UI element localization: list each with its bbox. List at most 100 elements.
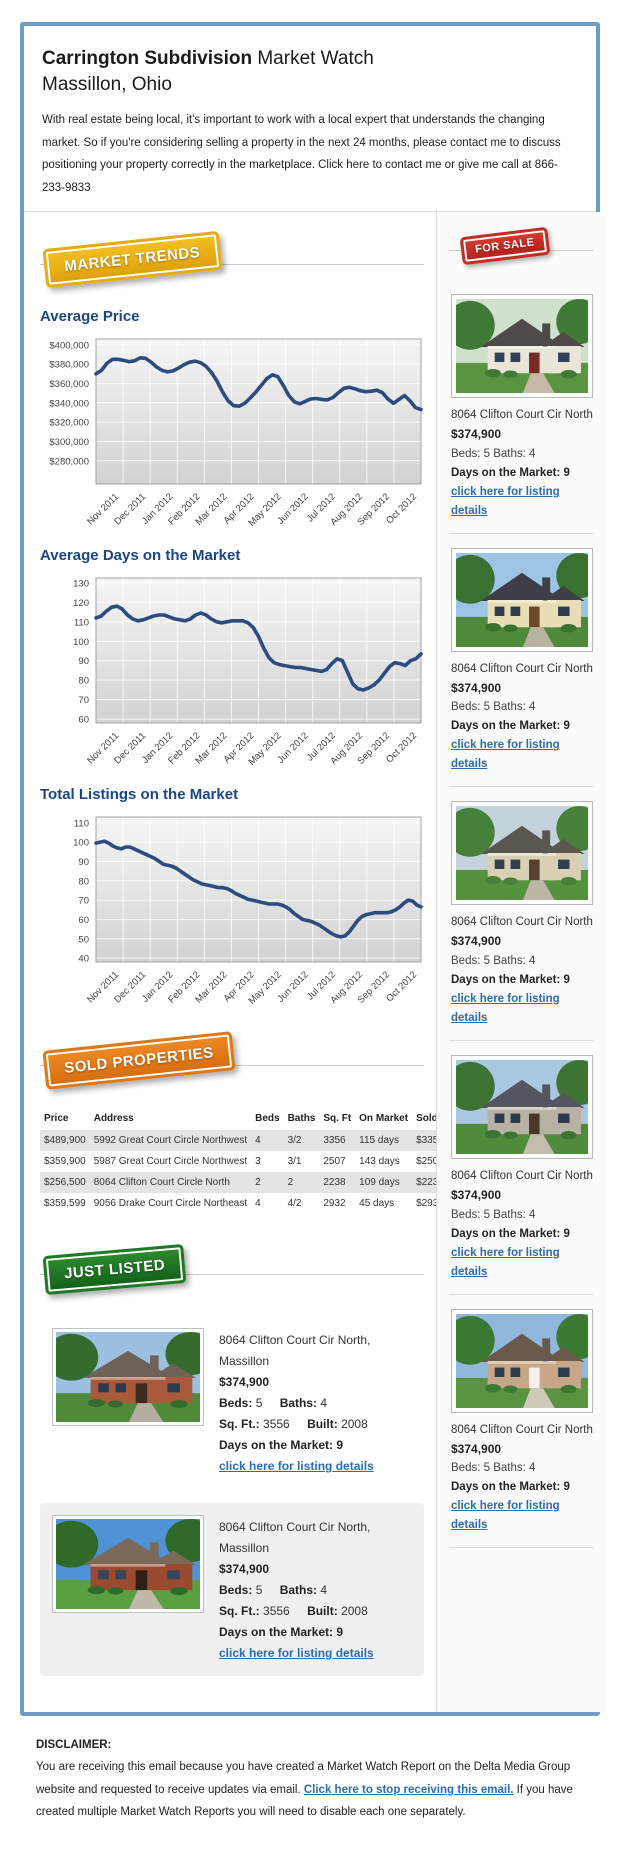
table-cell: 9056 Drake Court Circle Northeast <box>93 1197 248 1209</box>
listing-photo[interactable] <box>451 1054 593 1159</box>
table-cell: 3/2 <box>287 1134 302 1146</box>
listing-photo[interactable] <box>451 1308 593 1413</box>
chart-title-average-days: Average Days on the Market <box>40 546 241 564</box>
sold-table-body: $489,900 5992 Great Court Circle Northwes… <box>40 1129 469 1214</box>
listing-details: 8064 Clifton Court Cir North $374,900 Be… <box>449 1421 593 1536</box>
listing-details-link[interactable]: click here for listing details <box>451 992 560 1024</box>
house-photo-illustration <box>56 1332 200 1422</box>
beds-label: Beds: <box>219 1395 253 1410</box>
chart-title-average-price: Average Price <box>40 307 140 325</box>
listing-details: 8064 Clifton Court Cir North $374,900 Be… <box>449 406 593 521</box>
table-cell: 2507 <box>323 1155 346 1167</box>
beds-value: 5 <box>255 1395 263 1410</box>
baths-value: 4 <box>320 1395 328 1410</box>
table-cell: 109 days <box>359 1176 400 1188</box>
title-suffix: Market Watch <box>252 48 374 69</box>
house-photo-illustration <box>56 1519 200 1609</box>
y-tick-label: $300,000 <box>49 437 89 448</box>
disclaimer-label: DISCLAIMER: <box>36 1738 112 1751</box>
listing-details-link[interactable]: click here for listing details <box>219 1645 374 1660</box>
house-photo-illustration <box>456 806 588 900</box>
table-cell: $256,500 <box>44 1176 86 1188</box>
y-tick-label: 90 <box>78 857 89 868</box>
house-photo-illustration <box>456 1314 588 1408</box>
listing-details-link[interactable]: click here for listing details <box>219 1458 374 1473</box>
listing-address: 8064 Clifton Court Cir North, Massillon <box>219 1332 371 1368</box>
chart-title-total-listings: Total Listings on the Market <box>40 785 239 803</box>
y-tick-label: 110 <box>74 617 89 628</box>
days-on-market: Days on the Market: 9 <box>451 466 570 479</box>
table-cell: 45 days <box>359 1197 395 1209</box>
listing-details-link[interactable]: click here for listing details <box>451 485 560 517</box>
y-tick-label: 50 <box>78 934 89 945</box>
intro-paragraph: With real estate being local, it's impor… <box>42 114 561 194</box>
house-photo-illustration <box>456 1060 588 1154</box>
built-label: Built: <box>307 1603 338 1618</box>
table-cell: $359,900 <box>44 1155 86 1167</box>
listing-details: 8064 Clifton Court Cir North, Massillon … <box>219 1515 412 1664</box>
built-value: 2008 <box>341 1416 368 1431</box>
table-cell: 3356 <box>323 1134 346 1146</box>
y-tick-label: 130 <box>73 578 89 589</box>
listing-photo[interactable] <box>52 1327 204 1426</box>
city-state: Massillon, Ohio <box>42 73 172 95</box>
just-listed-badge-row: JUST LISTED <box>40 1243 424 1302</box>
listing-photo[interactable] <box>52 1514 204 1613</box>
for-sale-listing: 8064 Clifton Court Cir North $374,900 Be… <box>449 280 593 534</box>
chart-line <box>94 604 423 692</box>
sqft-label: Sq. Ft.: <box>219 1416 260 1431</box>
listing-price: $374,900 <box>451 1441 502 1456</box>
baths-label: Baths: <box>279 1395 318 1410</box>
sqft-label: Sq. Ft.: <box>219 1603 260 1618</box>
table-row: $359,599 9056 Drake Court Circle Northeas… <box>40 1193 469 1214</box>
listing-specs: Beds: 5 Baths: 4 Sq. Ft.: 3556 Built: 20… <box>219 1393 412 1435</box>
table-cell: $359,599 <box>44 1197 86 1209</box>
built-value: 2008 <box>341 1603 368 1618</box>
table-cell: 5987 Great Court Circle Northwest <box>93 1155 248 1167</box>
listing-details: 8064 Clifton Court Cir North $374,900 Be… <box>449 913 593 1028</box>
listing-details: 8064 Clifton Court Cir North, Massillon … <box>219 1328 412 1477</box>
table-header-row: Price Address Beds Baths Sq. Ft On Market Sold… <box>40 1107 469 1130</box>
y-tick-label: $400,000 <box>49 340 89 351</box>
table-header-cell: Price <box>44 1112 69 1124</box>
sqft-value: 3556 <box>263 1603 290 1618</box>
beds-label: Beds: <box>219 1582 253 1597</box>
listing-photo[interactable] <box>451 801 593 906</box>
listing-details-link[interactable]: click here for listing details <box>451 1500 560 1532</box>
listing-photo[interactable] <box>451 293 593 398</box>
listing-address: 8064 Clifton Court Cir North <box>451 916 593 929</box>
table-cell: 4/2 <box>287 1197 302 1209</box>
for-sale-badge-row: FOR SALE <box>449 226 593 270</box>
plot-border <box>95 338 422 485</box>
listing-details-link[interactable]: click here for listing details <box>451 1246 560 1278</box>
days-on-market: Days on the Market: 9 <box>451 1227 570 1240</box>
listing-address: 8064 Clifton Court Cir North <box>451 662 593 675</box>
sidebar: FOR SALE 8064 Clifton Court Cir North $3… <box>436 211 605 1712</box>
just-listed-card: 8064 Clifton Court Cir North, Massillon … <box>40 1316 424 1489</box>
y-tick-label: 90 <box>78 656 89 667</box>
divider <box>40 263 424 265</box>
beds-value: 5 <box>255 1582 263 1597</box>
house-photo-illustration <box>456 553 588 647</box>
table-cell: 5992 Great Court Circle Northwest <box>93 1134 248 1146</box>
y-tick-label: $280,000 <box>49 456 89 467</box>
for-sale-badge: FOR SALE <box>459 226 551 266</box>
listing-address: 8064 Clifton Court Cir North <box>451 408 593 421</box>
plot-area: $400,000 $380,000 $360,000 $340,000 $320,000… <box>49 338 423 529</box>
table-cell: 115 days <box>359 1134 399 1146</box>
table-cell: 143 days <box>359 1155 400 1167</box>
listing-price: $374,900 <box>451 680 502 695</box>
table-header-cell: Baths <box>287 1112 316 1124</box>
beds-baths: Beds: 5 Baths: 4 <box>451 701 536 714</box>
unsubscribe-link[interactable]: Click here to stop receiving this email. <box>303 1783 514 1796</box>
table-cell: $489,900 <box>44 1134 86 1146</box>
y-tick-label: 100 <box>73 838 89 849</box>
listing-details-link[interactable]: click here for listing details <box>451 739 560 771</box>
baths-value: 4 <box>320 1582 328 1597</box>
house-photo-illustration <box>456 299 588 393</box>
listing-photo[interactable] <box>451 547 593 652</box>
listing-details: 8064 Clifton Court Cir North $374,900 Be… <box>449 660 593 775</box>
